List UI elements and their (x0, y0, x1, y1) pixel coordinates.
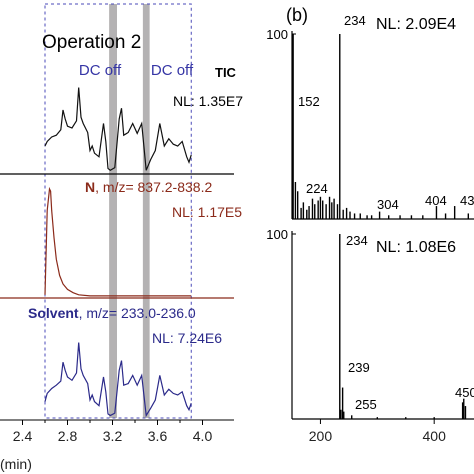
peak-label: 234 (346, 233, 368, 248)
nl-label-solvent: NL: 7.24E6 (152, 330, 222, 346)
nl-label-n: NL: 1.17E5 (172, 204, 242, 220)
x-tick-label: 200 (309, 428, 333, 444)
y-tick-label: 100 (266, 27, 288, 42)
trace-n (44, 186, 192, 297)
series-label-n-range: , m/z= 837.2-838.2 (95, 179, 212, 195)
peak-label: 152 (298, 94, 320, 109)
operation-box (44, 3, 192, 419)
peak-label: 224 (306, 181, 328, 196)
peak-label: 239 (348, 360, 370, 375)
series-label-solvent-range: , m/z= 233.0-236.0 (79, 305, 196, 321)
series-label-tic: TIC (215, 65, 237, 80)
peak-label: 450 (455, 385, 474, 400)
x-tick-label: 2.4 (13, 428, 33, 444)
x-tick-label: 2.8 (58, 428, 78, 444)
x-tick-label: 400 (423, 428, 447, 444)
peak-label: 255 (355, 397, 377, 412)
dc-off-region (142, 4, 150, 418)
x-tick-label: 3.2 (103, 428, 123, 444)
panel-b-label: (b) (286, 5, 308, 25)
series-label-n: N, m/z= 837.2-838.2 (85, 179, 212, 195)
x-tick-label: 4.0 (193, 428, 213, 444)
dc-off-label: DC off (151, 62, 194, 79)
panel-b-mass-spectra: (b) 100 NL: 2.09E4 234 152 224 304 404 43 100 NL: … (266, 5, 474, 444)
y-tick-label: 100 (266, 227, 288, 242)
peak-label: 304 (377, 197, 399, 212)
trace-solvent (44, 342, 192, 418)
nl-label-spectrum: NL: 2.09E4 (376, 16, 456, 33)
nl-label-spectrum: NL: 1.08E6 (376, 239, 456, 256)
trace-tic (44, 87, 192, 172)
x-axis-label: (min) (0, 456, 32, 472)
series-label-solvent-name: Solvent (28, 305, 79, 321)
series-label-solvent: Solvent, m/z= 233.0-236.0 (28, 305, 196, 321)
peak-label: 404 (425, 193, 447, 208)
x-tick-label: 3.6 (148, 428, 168, 444)
peak-label: 234 (344, 13, 366, 28)
nl-label-tic: NL: 1.35E7 (173, 93, 243, 109)
series-label-n-name: N (85, 179, 95, 195)
panel-a-title: Operation 2 (42, 32, 141, 53)
dc-off-region (109, 4, 117, 418)
dc-off-label: DC off (79, 62, 122, 79)
peak-label: 43 (460, 193, 474, 208)
